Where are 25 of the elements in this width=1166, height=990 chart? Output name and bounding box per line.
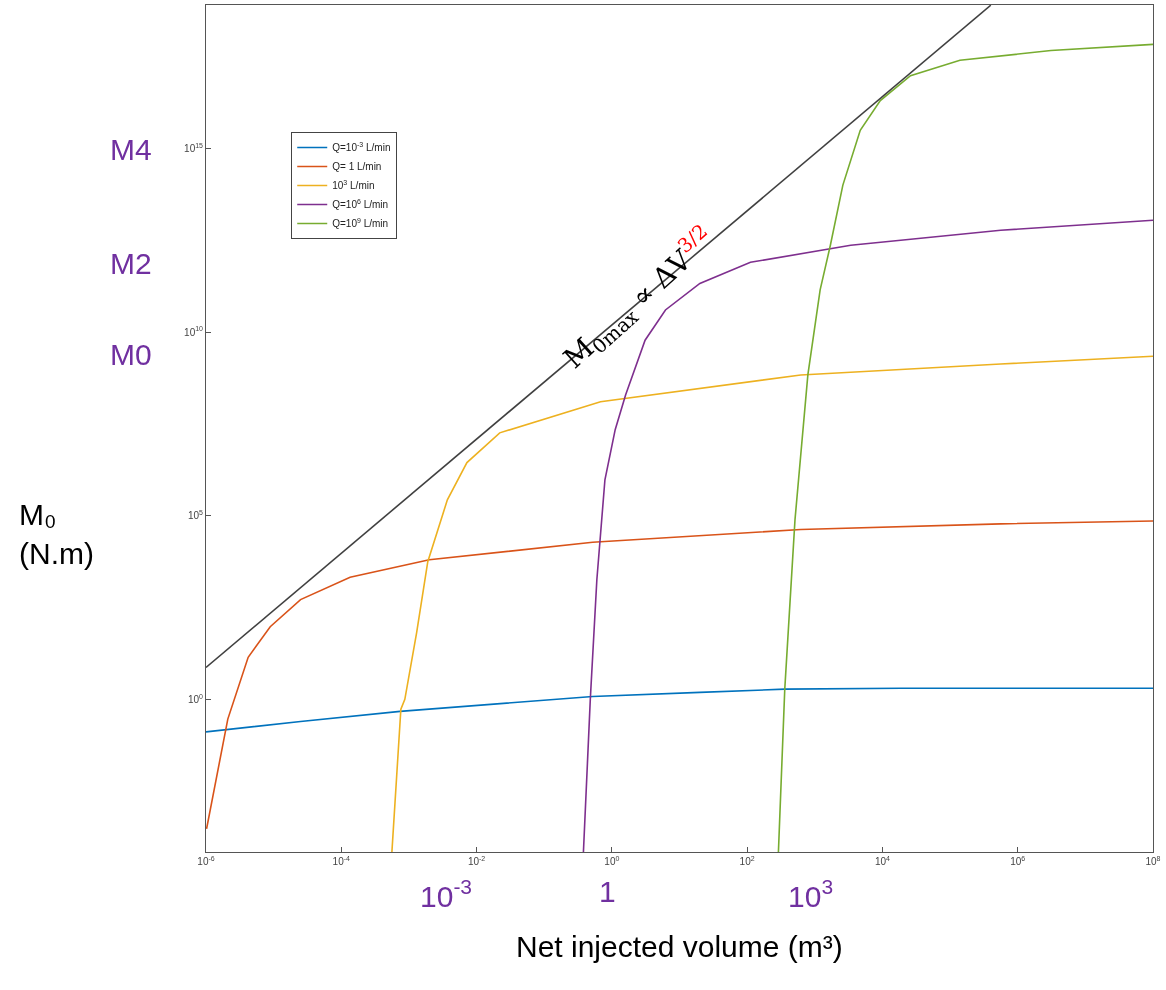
x-tick-label: 10$^{0}$ bbox=[604, 854, 620, 867]
legend-label: 10$^{3}$ L/min bbox=[332, 179, 375, 192]
y-tick-label: 10$^{10}$ bbox=[184, 325, 204, 338]
x-tick-label: 10$^{-2}$ bbox=[467, 854, 486, 867]
x-tick-label: 10$^{2}$ bbox=[739, 854, 755, 867]
legend-label: Q=10$^{-3}$ L/min bbox=[332, 141, 391, 154]
x-tick-label: 10$^{-6}$ bbox=[197, 854, 215, 867]
y-tick-label: 10$^{5}$ bbox=[187, 509, 204, 522]
text: 10$^{3}$ bbox=[788, 875, 834, 913]
y-tick-label: 10$^{15}$ bbox=[184, 141, 204, 154]
x-tick-label: 10$^{6}$ bbox=[1010, 854, 1026, 867]
y-axis-title: M₀ (N.m) bbox=[19, 498, 94, 570]
text: 1 bbox=[599, 875, 616, 908]
x-tick-label: 10$^{4}$ bbox=[874, 854, 891, 867]
x-axis-title: Net injected volume (m³) bbox=[516, 930, 843, 963]
legend-label: Q= 1 L/min bbox=[332, 161, 382, 173]
text: M2 bbox=[110, 247, 152, 280]
text: M4 bbox=[110, 133, 152, 166]
x-tick-label: 10$^{-4}$ bbox=[332, 854, 351, 867]
legend-label: Q=10$^{6}$ L/min bbox=[332, 198, 389, 211]
text: 10$^{-3}$ bbox=[420, 875, 473, 913]
legend-label: Q=10$^{9}$ L/min bbox=[332, 217, 389, 230]
text: M0 bbox=[110, 338, 152, 371]
y-tick-label: 10$^{0}$ bbox=[187, 692, 204, 705]
x-tick-label: 10$^{8}$ bbox=[1145, 854, 1161, 867]
